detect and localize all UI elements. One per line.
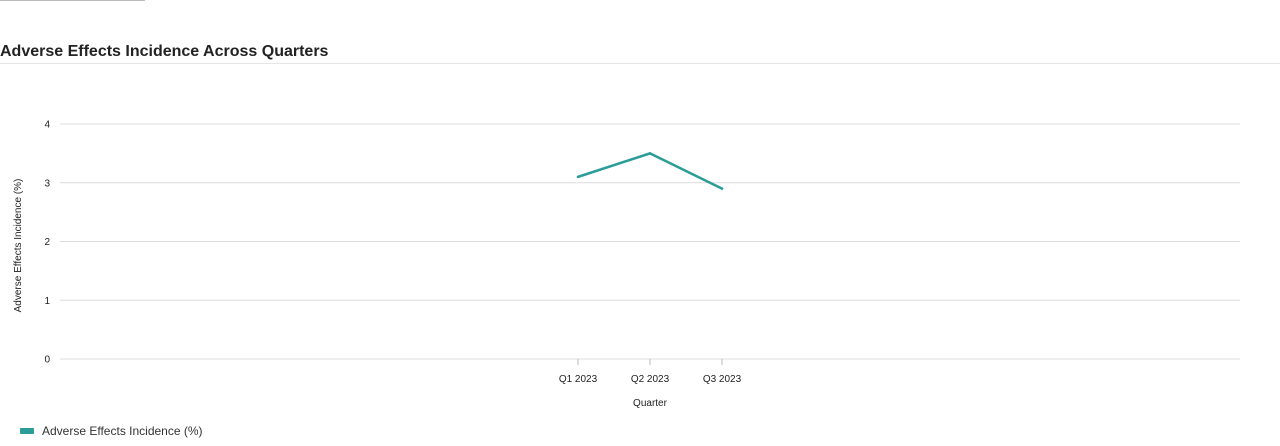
x-tick-label: Q2 2023 bbox=[631, 374, 670, 385]
legend-swatch bbox=[20, 428, 34, 434]
series-line-0 bbox=[576, 152, 724, 190]
x-axis-ticks: Q1 2023 Q2 2023 Q3 2023 bbox=[559, 359, 742, 385]
data-point bbox=[720, 187, 724, 190]
legend-label: Adverse Effects Incidence (%) bbox=[42, 424, 203, 438]
y-axis-label: Adverse Effects Incidence (%) bbox=[13, 179, 24, 313]
data-point bbox=[648, 152, 652, 155]
y-tick-label: 1 bbox=[44, 296, 50, 307]
y-tick-label: 3 bbox=[44, 178, 50, 189]
data-point bbox=[576, 175, 580, 179]
gridlines bbox=[60, 123, 1240, 360]
x-axis-label: Quarter bbox=[633, 398, 668, 409]
series-lines bbox=[576, 152, 724, 190]
y-tick-label: 2 bbox=[44, 237, 50, 248]
y-tick-label: 0 bbox=[44, 355, 50, 366]
title-divider bbox=[0, 63, 1280, 64]
x-tick-label: Q1 2023 bbox=[559, 374, 598, 385]
line-chart: 0 1 2 3 4 Q1 2023 Q2 2023 Q3 2023 Adverse Effe… bbox=[13, 120, 1240, 409]
y-tick-label: 4 bbox=[44, 120, 50, 131]
top-divider bbox=[0, 0, 145, 1]
legend: Adverse Effects Incidence (%) bbox=[20, 423, 203, 439]
y-axis-ticks: 0 1 2 3 4 bbox=[44, 120, 50, 366]
x-tick-label: Q3 2023 bbox=[703, 374, 742, 385]
chart-title: Adverse Effects Incidence Across Quarter… bbox=[0, 43, 329, 60]
